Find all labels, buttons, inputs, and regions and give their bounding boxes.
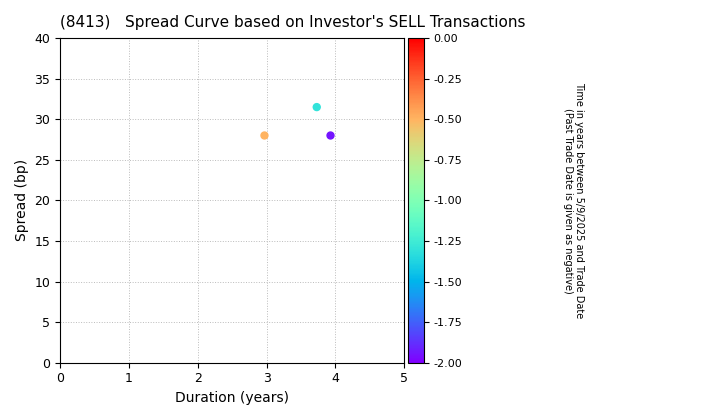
Y-axis label: Spread (bp): Spread (bp): [15, 159, 29, 242]
Point: [325, 132, 336, 139]
Point: [258, 132, 270, 139]
Text: (8413)   Spread Curve based on Investor's SELL Transactions: (8413) Spread Curve based on Investor's …: [60, 15, 526, 30]
Y-axis label: Time in years between 5/9/2025 and Trade Date
(Past Trade Date is given as negat: Time in years between 5/9/2025 and Trade…: [563, 82, 585, 318]
Point: [311, 104, 323, 110]
X-axis label: Duration (years): Duration (years): [175, 391, 289, 405]
